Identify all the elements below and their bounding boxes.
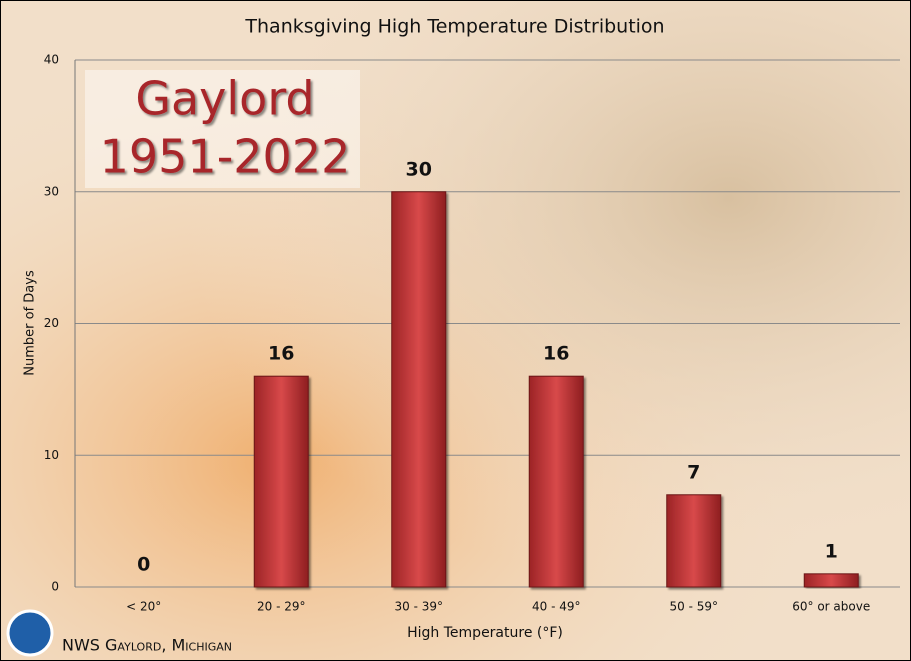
x-tick-label: 60° or above: [792, 600, 870, 614]
annotation: Gaylord: [135, 72, 314, 126]
data-label: 7: [687, 461, 700, 483]
y-axis-label: Number of Days: [23, 270, 38, 376]
annotation: 1951-2022: [100, 130, 351, 184]
x-axis-label: High Temperature (°F): [407, 625, 563, 641]
bar: [666, 494, 722, 588]
source: NWS Gaylord, Michigan: [62, 636, 232, 655]
bar: [803, 573, 859, 588]
y-tick-label: 0: [51, 580, 59, 594]
x-tick-label: 50 - 59°: [670, 600, 719, 614]
x-tick-label: < 20°: [126, 600, 161, 614]
y-tick-label: 30: [44, 184, 59, 198]
annotation-box: [85, 70, 360, 188]
data-label: 0: [137, 554, 150, 576]
logo: [6, 609, 54, 657]
x-tick-label: 40 - 49°: [532, 600, 581, 614]
chart-title: Thanksgiving High Temperature Distributi…: [244, 16, 664, 38]
bar: [391, 191, 447, 588]
x-tick-label: 30 - 39°: [395, 600, 444, 614]
data-label: 30: [406, 158, 432, 180]
x-tick-label: 20 - 29°: [257, 600, 306, 614]
bar: [528, 375, 584, 588]
y-tick-label: 20: [44, 316, 59, 330]
data-label: 1: [825, 540, 838, 562]
y-tick-label: 10: [44, 448, 59, 462]
bar: [253, 375, 309, 588]
data-label: 16: [268, 343, 294, 365]
y-tick-label: 40: [44, 53, 59, 67]
data-label: 16: [543, 343, 569, 365]
